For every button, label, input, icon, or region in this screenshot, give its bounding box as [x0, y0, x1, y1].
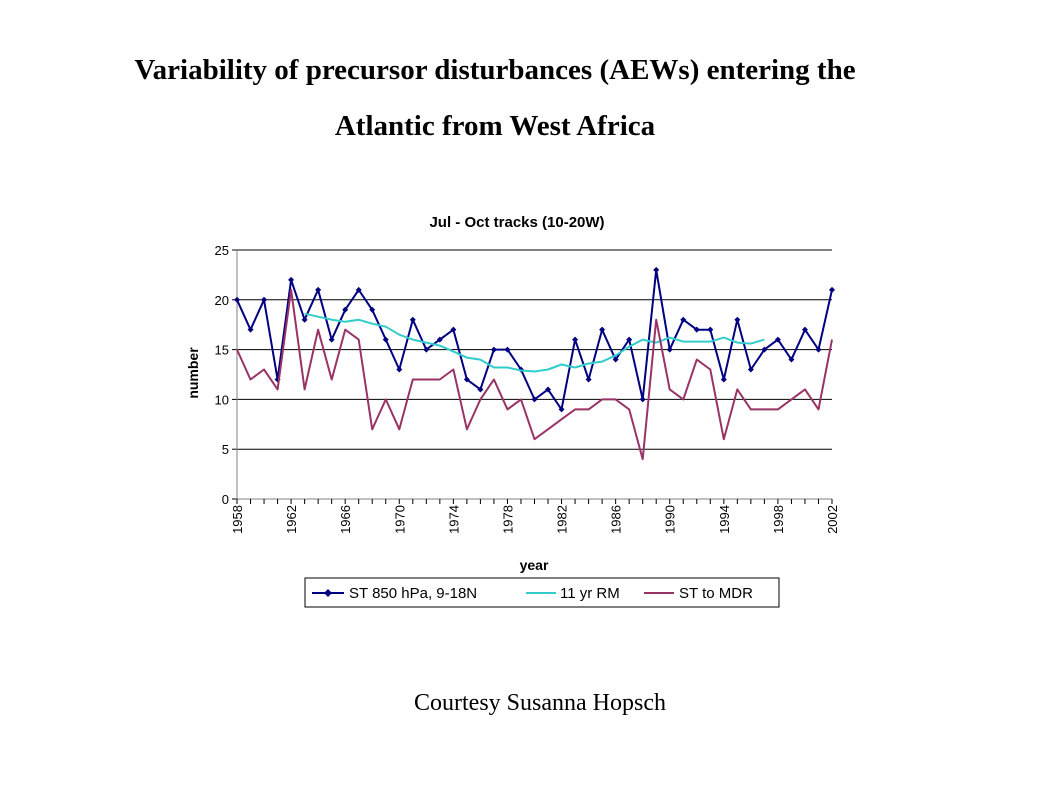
data-point [774, 336, 781, 343]
data-point [599, 326, 606, 333]
x-tick-label: 1958 [230, 505, 245, 534]
data-point [626, 336, 633, 343]
data-point [261, 296, 268, 303]
data-point [301, 316, 308, 323]
data-point [572, 336, 579, 343]
series-line-1 [236, 268, 833, 411]
data-point [382, 336, 389, 343]
x-tick-label: 1970 [392, 505, 407, 534]
x-tick-label: 1986 [609, 505, 624, 534]
data-point [315, 286, 322, 293]
data-point [355, 286, 362, 293]
data-point [342, 306, 349, 313]
data-point [734, 316, 741, 323]
data-point [463, 376, 470, 383]
y-tick-label: 10 [215, 392, 229, 407]
slide-title-line-2: Atlantic from West Africa [334, 110, 656, 142]
x-tick-label: 1978 [500, 505, 515, 534]
data-point [585, 376, 592, 383]
data-point [247, 326, 254, 333]
series-line-2 [304, 312, 765, 373]
data-point [707, 326, 714, 333]
courtesy-credit: Courtesy Susanna Hopsch [414, 690, 666, 716]
y-tick-label: 5 [222, 442, 229, 457]
data-point [423, 346, 430, 353]
y-tick-label: 15 [215, 343, 229, 358]
data-point [720, 376, 727, 383]
legend-label-series-1: ST 850 hPa, 9-18N [349, 585, 477, 602]
data-point [396, 366, 403, 373]
data-point [477, 386, 484, 393]
data-point [436, 336, 443, 343]
x-tick-label: 1982 [555, 505, 570, 534]
series-line-3 [236, 288, 833, 461]
data-point [558, 406, 565, 413]
data-point [234, 296, 240, 303]
data-point [450, 326, 457, 333]
x-tick-label: 1994 [717, 505, 732, 534]
x-tick-label: 1966 [338, 505, 353, 534]
x-tick-label: 2002 [825, 505, 840, 534]
x-tick-label: 1990 [663, 505, 678, 534]
data-point [829, 286, 835, 293]
legend-label-series-2: 11 yr RM [560, 585, 620, 602]
data-point [288, 276, 295, 283]
data-point [504, 346, 511, 353]
x-tick-label: 1974 [446, 505, 461, 534]
data-point [747, 366, 754, 373]
legend-label-series-3: ST to MDR [679, 585, 753, 602]
y-tick-label: 0 [222, 492, 229, 507]
y-axis-label: number [185, 347, 201, 399]
data-point [612, 356, 619, 363]
data-point [369, 306, 376, 313]
series-layer [234, 266, 835, 461]
slide-title-line-1: Variability of precursor disturbances (A… [134, 54, 856, 86]
legend: ST 850 hPa, 9-18N 11 yr RM ST to MDR [304, 577, 780, 608]
data-point [788, 356, 795, 363]
grid-layer [237, 249, 832, 450]
data-point [639, 396, 646, 403]
x-axis-label: year [520, 557, 549, 573]
data-point [653, 266, 660, 273]
x-tick-label: 1962 [284, 505, 299, 534]
x-tick-label: 1998 [771, 505, 786, 534]
y-tick-label: 20 [215, 293, 229, 308]
data-point [545, 386, 552, 393]
chart-title: Jul - Oct tracks (10-20W) [429, 214, 604, 231]
data-point [815, 346, 822, 353]
legend-marker-series-1 [324, 589, 332, 597]
data-point [801, 326, 808, 333]
axis-layer: 0 5 10 15 20 25 1958 1962 1966 1970 1974 1978 1982 19… [215, 243, 840, 534]
data-point [490, 346, 497, 353]
y-tick-label: 25 [215, 243, 229, 258]
data-point [693, 326, 700, 333]
data-point [531, 396, 538, 403]
data-point [328, 336, 335, 343]
data-point [666, 346, 673, 353]
data-point [409, 316, 416, 323]
data-point [761, 346, 768, 353]
data-point [680, 316, 687, 323]
